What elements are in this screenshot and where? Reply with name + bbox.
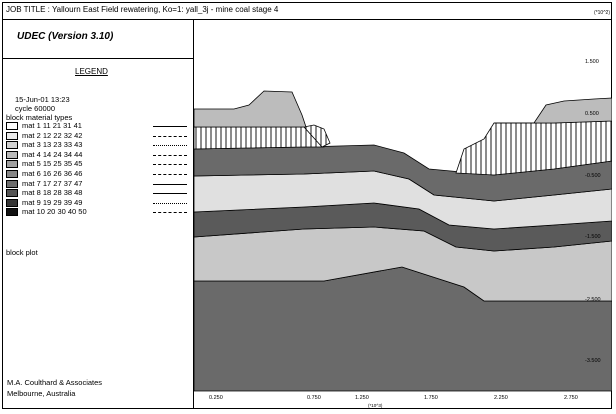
material-swatch	[6, 150, 18, 159]
material-swatch	[6, 170, 18, 178]
material-label: mat 9 19 29 39 49	[22, 197, 83, 207]
x-tick-label: 1.750	[424, 395, 438, 401]
x-tick-label: 0.250	[209, 395, 223, 401]
coal-seam-left	[194, 126, 325, 150]
material-line-sample	[153, 145, 187, 147]
material-label: mat 2 12 22 32 42	[22, 130, 83, 140]
job-title: JOB TITLE : Yallourn East Field rewateri…	[6, 5, 279, 14]
x-axis-exponent: (*10^3)	[368, 403, 383, 408]
layer-upper-dark	[194, 144, 612, 202]
company-name: M.A. Coulthard & Associates	[7, 378, 103, 387]
y-tick-label: -0.500	[585, 173, 601, 179]
material-row: mat 8 18 28 38 48	[6, 188, 187, 198]
geology-plot: 0.250 0.750 1.250 1.750 2.250 2.750 (*10^3) 1.…	[194, 59, 612, 408]
material-row: mat 1 11 21 31 41	[6, 121, 187, 131]
x-tick-label: 2.750	[564, 395, 578, 401]
material-label: mat 4 14 24 34 44	[22, 149, 83, 159]
legend-date: 15-Jun-01 13:23	[15, 95, 70, 104]
material-swatch	[6, 160, 18, 169]
material-line-sample	[153, 154, 187, 156]
y-tick-label: -2.500	[585, 297, 601, 303]
material-label: mat 3 13 23 33 43	[22, 140, 83, 150]
material-row: mat 6 16 26 36 46	[6, 169, 187, 179]
material-line-sample	[153, 183, 187, 185]
material-swatch	[6, 198, 18, 207]
legend-title: LEGEND	[75, 67, 108, 76]
material-label: mat 6 16 26 36 46	[22, 169, 83, 178]
material-swatch	[6, 179, 18, 188]
version-box: UDEC (Version 3.10)	[2, 19, 194, 59]
material-row: mat 4 14 24 34 44	[6, 149, 187, 160]
material-swatch	[6, 122, 18, 130]
material-row: mat 2 12 22 32 42	[6, 130, 187, 141]
x-tick-label: 0.750	[307, 395, 321, 401]
material-row: mat 5 15 25 35 45	[6, 159, 187, 169]
material-line-sample	[153, 212, 187, 214]
y-axis-exponent: (*10^2)	[594, 10, 610, 16]
material-row: mat 7 17 27 37 47	[6, 178, 187, 189]
material-line-sample	[153, 126, 187, 127]
overburden-left	[194, 90, 307, 128]
material-line-sample	[153, 174, 187, 175]
block-plot-label: block plot	[6, 248, 38, 257]
app-version: UDEC (Version 3.10)	[17, 31, 114, 42]
material-swatch	[6, 141, 18, 150]
y-tick-label: 1.500	[585, 59, 599, 65]
x-tick-label: 2.250	[494, 395, 508, 401]
material-line-sample	[153, 193, 187, 195]
company-location: Melbourne, Australia	[7, 389, 76, 398]
overburden-right	[494, 97, 612, 124]
y-tick-label: -1.500	[585, 234, 601, 240]
legend-cycle: cycle 60000	[15, 104, 56, 113]
y-tick-label: -3.500	[585, 358, 601, 364]
y-tick-label: 0.500	[585, 111, 599, 117]
material-swatch	[6, 131, 18, 140]
material-label: mat 8 18 28 38 48	[22, 188, 83, 198]
material-swatch	[6, 208, 18, 217]
material-row: mat 3 13 23 33 43	[6, 140, 187, 150]
block-material-label: block material types	[6, 113, 73, 122]
material-label: mat 10 20 30 40 50	[22, 207, 87, 217]
material-label: mat 5 15 25 35 45	[22, 159, 83, 169]
material-line-sample	[153, 202, 187, 204]
material-label: mat 1 11 21 31 41	[22, 121, 82, 130]
legend-panel	[2, 19, 194, 409]
x-tick-label: 1.250	[355, 395, 369, 401]
coal-seam-left-face	[303, 124, 331, 148]
material-row: mat 9 19 29 39 49	[6, 197, 187, 208]
material-line-sample	[153, 135, 187, 137]
material-row: mat 10 20 30 40 50	[6, 207, 187, 217]
material-line-sample	[153, 164, 187, 166]
material-label: mat 7 17 27 37 47	[22, 178, 83, 188]
title-bar: JOB TITLE : Yallourn East Field rewateri…	[2, 2, 612, 20]
material-swatch	[6, 189, 18, 198]
